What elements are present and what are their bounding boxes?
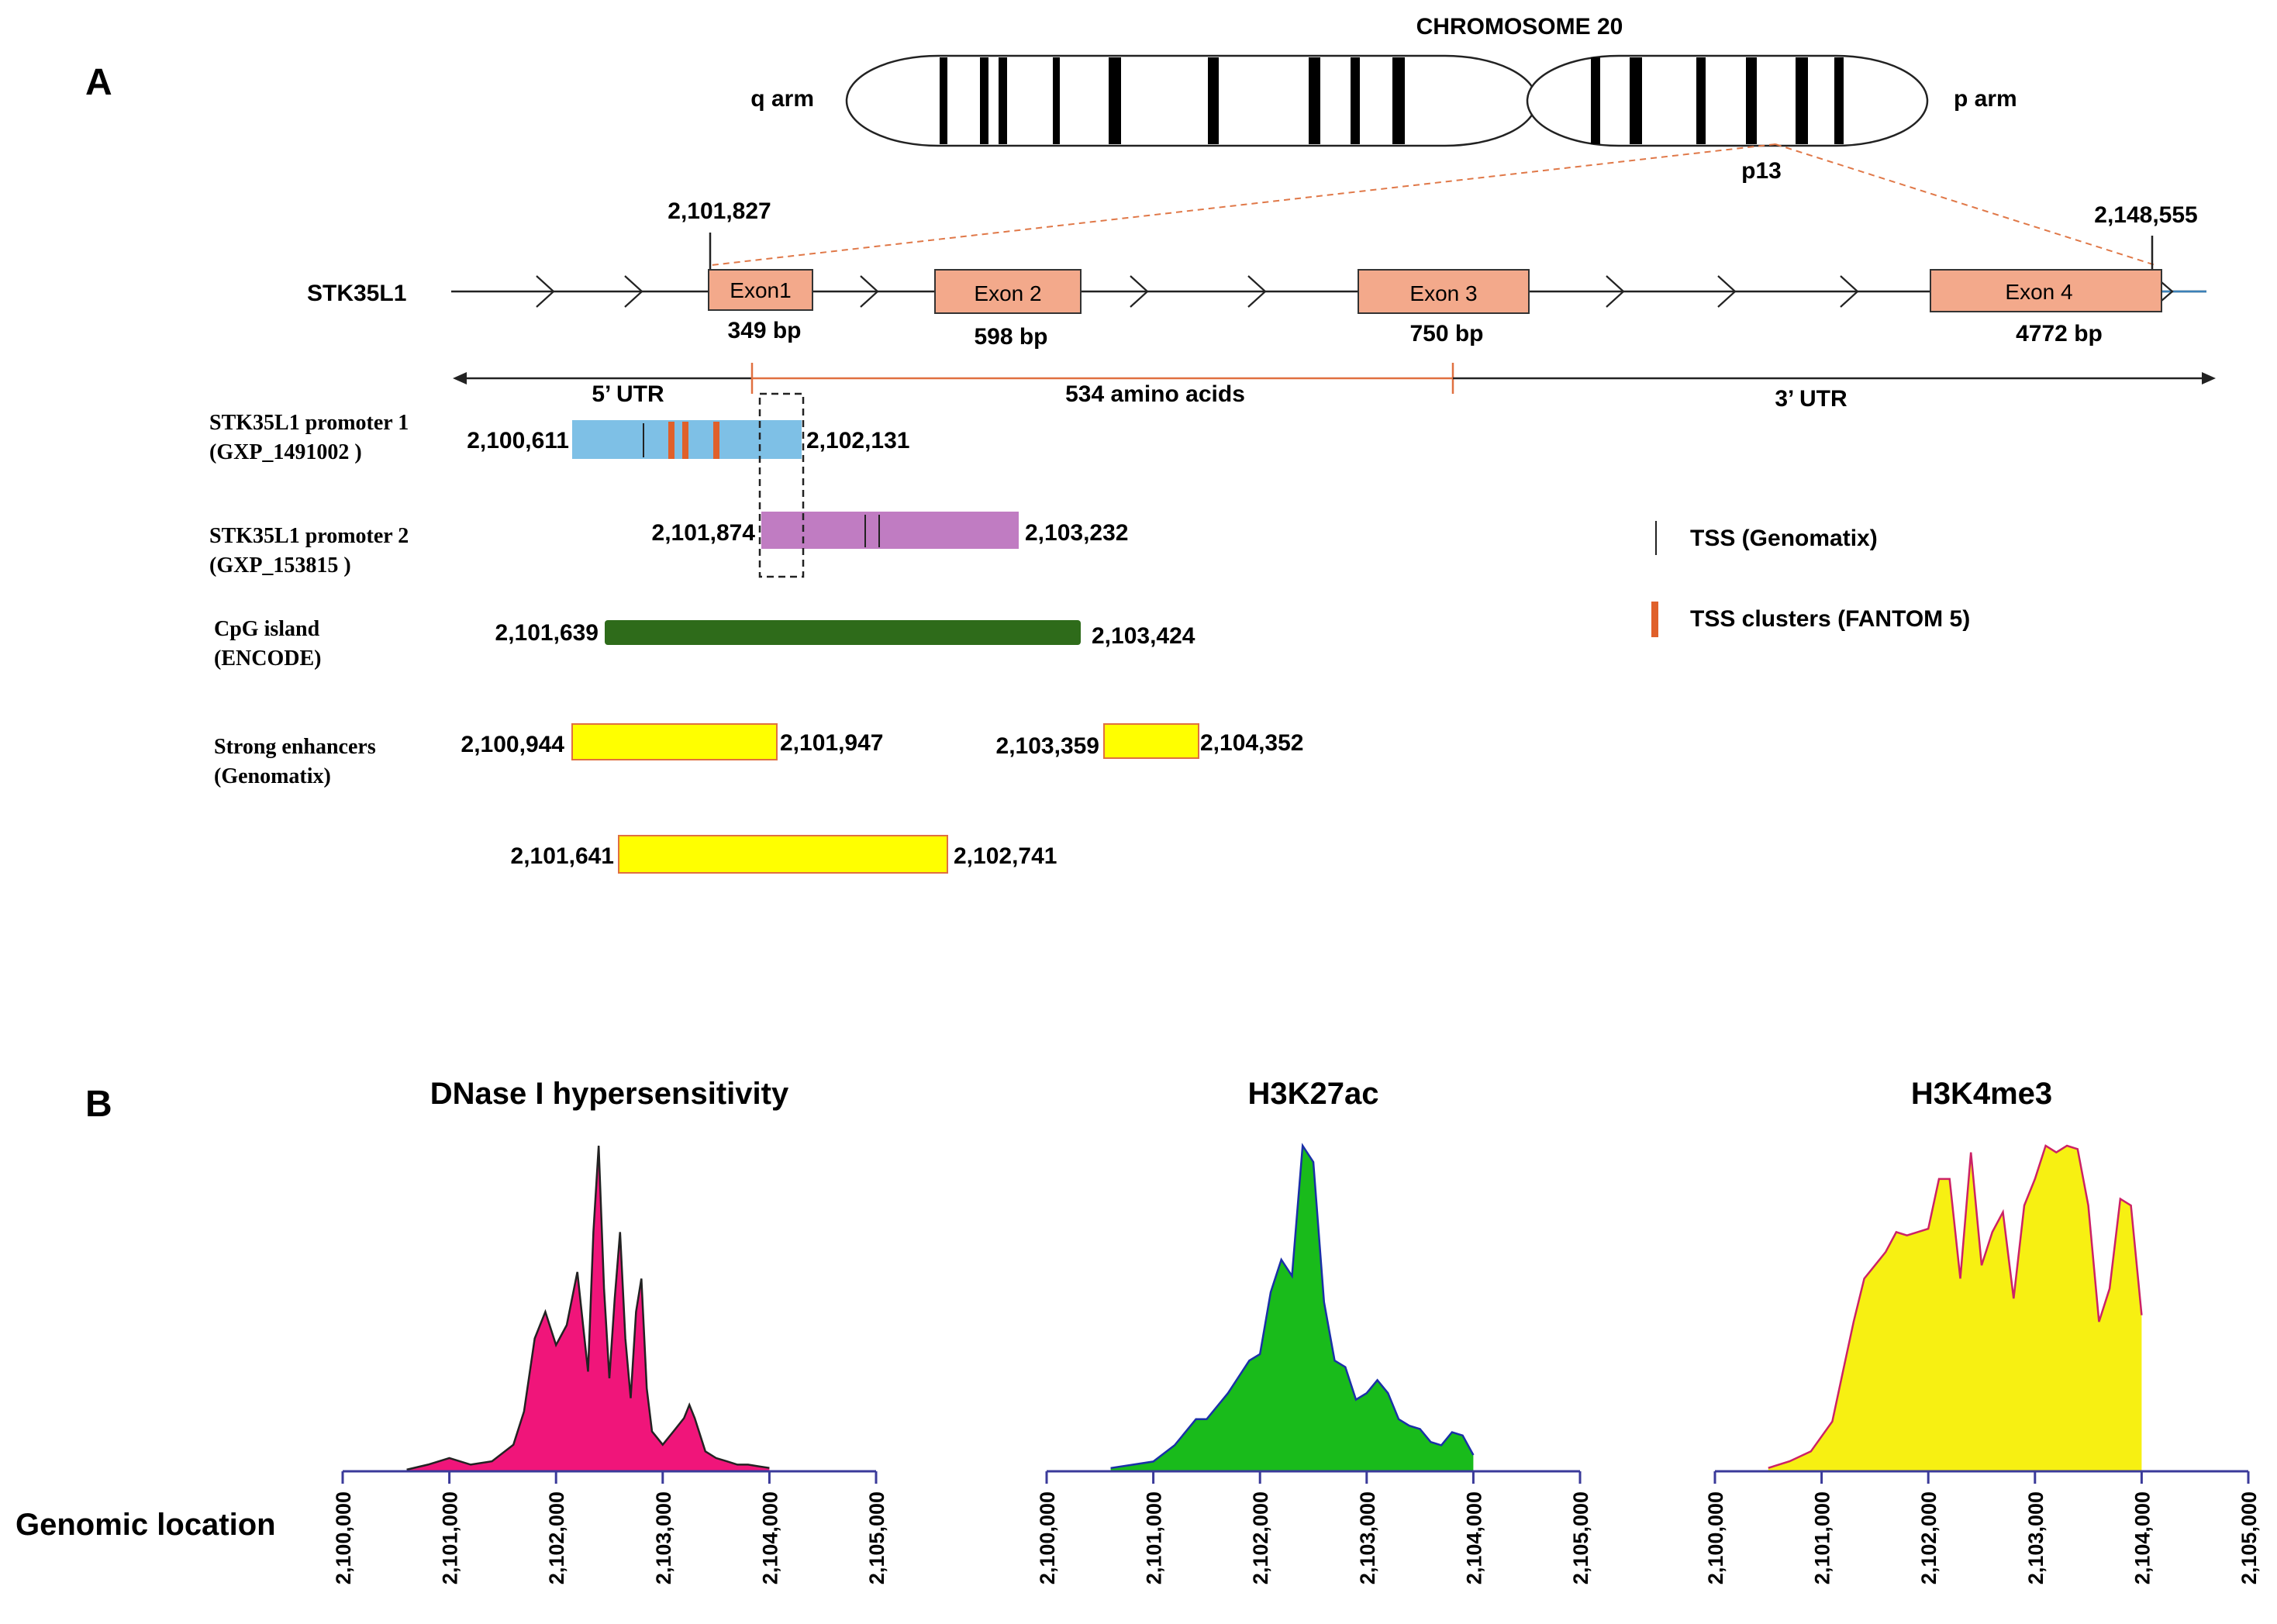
- h3k4me3-plot: H3K4me3 2,100,000 2,101,000 2,102,000 2,103,…: [1704, 1077, 2261, 1584]
- gene-start-coord: 2,101,827: [668, 198, 771, 224]
- panel-a-letter: A: [85, 62, 112, 103]
- legend-tss-label: TSS (Genomatix): [1690, 526, 1878, 551]
- x-tick-label: 2,105,000: [2237, 1491, 2261, 1584]
- promoter2-end: 2,103,232: [1025, 520, 1128, 546]
- cpg-source: (ENCODE): [214, 646, 321, 671]
- p-arm-label: p arm: [1954, 86, 2017, 112]
- h3k27ac-plot: H3K27ac 2,100,000 2,101,000 2,102,000 2,103,…: [1036, 1077, 1592, 1584]
- series-line: [406, 1145, 770, 1471]
- x-tick-label: 2,103,000: [2024, 1491, 2048, 1584]
- enhancer-1-start: 2,100,944: [461, 732, 565, 757]
- x-tick-label: 2,100,000: [332, 1491, 355, 1584]
- promoter1-label: STK35L1 promoter 1: [209, 411, 409, 435]
- promoter1-end: 2,102,131: [806, 428, 909, 453]
- exon-1-label: Exon1: [730, 278, 791, 302]
- plot-title: H3K27ac: [1247, 1077, 1378, 1111]
- zoom-line-left: [711, 143, 1776, 266]
- utr5-label: 5’ UTR: [592, 381, 664, 407]
- enhancer-3-start: 2,101,641: [511, 843, 614, 869]
- panel-b-letter: B: [85, 1084, 112, 1125]
- x-tick-label: 2,103,000: [652, 1491, 675, 1584]
- area-fill: [1110, 1146, 1474, 1471]
- promoter2-id: (GXP_153815 ): [209, 553, 351, 578]
- series-line: [1110, 1143, 1475, 1470]
- chromosome-bands: [940, 57, 1844, 144]
- legend: TSS (Genomatix) TSS clusters (FANTOM 5): [1651, 521, 1970, 637]
- genomic-location-label: Genomic location: [16, 1508, 276, 1542]
- promoter2-bar: [761, 512, 1019, 549]
- enhancer-3-end: 2,102,741: [954, 843, 1057, 869]
- enhancer-source: (Genomatix): [214, 764, 331, 788]
- exon-2: [934, 269, 1082, 314]
- exon-3-size: 750 bp: [1409, 321, 1483, 347]
- exon-2-label: Exon 2: [974, 281, 1041, 305]
- exon-3: [1358, 269, 1530, 314]
- x-tick-label: 2,101,000: [439, 1491, 462, 1584]
- plot-title: DNase I hypersensitivity: [430, 1077, 789, 1111]
- area-fill: [1768, 1146, 2142, 1471]
- plot-title: H3K4me3: [1911, 1077, 2052, 1111]
- gene-end-coord: 2,148,555: [2094, 202, 2197, 228]
- promoter2-label: STK35L1 promoter 2: [209, 524, 409, 548]
- x-tick-label: 2,102,000: [1917, 1491, 1941, 1584]
- p-arm-body: [1526, 54, 1929, 147]
- area-fill: [406, 1146, 770, 1471]
- q-arm-label: q arm: [750, 86, 814, 112]
- chromosome-title: CHROMOSOME 20: [1416, 14, 1623, 40]
- exon-4-label: Exon 4: [2005, 280, 2072, 304]
- x-tick-label: 2,105,000: [865, 1491, 888, 1584]
- exon-1-size: 349 bp: [727, 318, 801, 343]
- exon-3-label: Exon 3: [1409, 281, 1477, 305]
- promoter2-start: 2,101,874: [652, 520, 756, 546]
- enhancer-2-start: 2,103,359: [996, 733, 1099, 759]
- coding-label: 534 amino acids: [1065, 381, 1245, 407]
- exon-2-size: 598 bp: [974, 324, 1047, 350]
- enhancer-bar-1: [571, 723, 778, 760]
- x-tick-label: 2,103,000: [1356, 1491, 1379, 1584]
- cpg-label: CpG island: [214, 617, 320, 641]
- x-tick-label: 2,102,000: [1249, 1491, 1272, 1584]
- gene-name: STK35L1: [307, 281, 406, 306]
- enhancer-bar-2: [1103, 723, 1199, 759]
- tss-highlight-box: [758, 392, 805, 578]
- x-tick-label: 2,105,000: [1569, 1491, 1592, 1584]
- x-tick-label: 2,101,000: [1811, 1491, 1834, 1584]
- promoter1-id: (GXP_1491002 ): [209, 440, 362, 464]
- enhancer-bar-3: [618, 835, 948, 874]
- cpg-end: 2,103,424: [1092, 623, 1195, 649]
- cpg-start: 2,101,639: [495, 620, 599, 646]
- exon-1: [708, 269, 813, 311]
- intron-arrows: [536, 275, 2174, 308]
- promoter1-start: 2,100,611: [467, 428, 569, 453]
- legend-cluster-label: TSS clusters (FANTOM 5): [1690, 606, 1970, 632]
- legend-cluster-mark: [1651, 602, 1658, 637]
- enhancer-2-end: 2,104,352: [1200, 730, 1303, 756]
- x-tick-label: 2,104,000: [758, 1491, 781, 1584]
- exon-4-size: 4772 bp: [2016, 321, 2103, 347]
- x-tick-label: 2,100,000: [1036, 1491, 1059, 1584]
- x-tick-label: 2,101,000: [1143, 1491, 1166, 1584]
- cpg-island-bar: [605, 620, 1081, 645]
- band-label: p13: [1741, 158, 1782, 184]
- zoom-line-right: [1775, 143, 2156, 266]
- x-tick-label: 2,104,000: [2130, 1491, 2154, 1584]
- gene-structure: STK35L1 2,101,827 2,148,555 Exon1 Exon 2…: [307, 198, 2216, 412]
- dnase-plot: DNase I hypersensitivity 2,100,000 2,101,0…: [332, 1077, 888, 1584]
- chromosome-ideogram: CHROMOSOME 20 q arm p arm p13: [711, 14, 2156, 266]
- enhancer-label: Strong enhancers: [214, 735, 376, 759]
- q-arm-body: [845, 54, 1538, 147]
- x-tick-label: 2,104,000: [1462, 1491, 1485, 1584]
- x-tick-label: 2,102,000: [545, 1491, 568, 1584]
- utr3-label: 3’ UTR: [1775, 386, 1847, 412]
- exon-4: [1930, 269, 2162, 312]
- series-line: [1768, 1144, 2143, 1469]
- x-tick-label: 2,100,000: [1704, 1491, 1727, 1584]
- enhancer-1-end: 2,101,947: [780, 730, 883, 756]
- regulatory-tracks: STK35L1 promoter 1 (GXP_1491002 ) 2,100,…: [209, 392, 1303, 874]
